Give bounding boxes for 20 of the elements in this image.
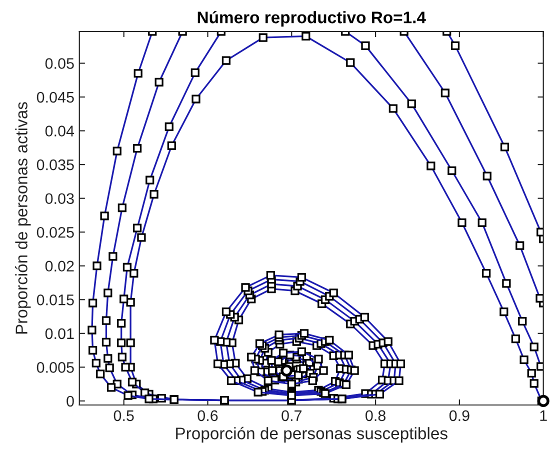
y-axis-title: Proporción de personas activas (15, 102, 31, 334)
y-tick-label: 0.05 (45, 58, 74, 69)
y-tick-label: 0.035 (36, 159, 74, 170)
y-tick-label: 0 (66, 396, 74, 407)
y-tick-label: 0.025 (36, 226, 74, 238)
y-tick-label: 0.03 (45, 193, 74, 204)
y-tick-label: 0.015 (36, 294, 74, 306)
chart-title: Número reproductivo Ro=1.4 (198, 10, 426, 27)
x-tick-label: 0.7 (282, 410, 302, 422)
x-axis-title: Proporción de personas susceptibles (176, 426, 448, 443)
y-tick-label: 0.02 (45, 260, 74, 272)
x-tick-label: 0.5 (114, 410, 134, 422)
y-tick-label: 0.045 (36, 92, 74, 103)
x-tick-label: 1 (540, 410, 547, 421)
x-tick-label: 0.9 (449, 410, 470, 422)
x-tick-label: 0.8 (366, 410, 386, 422)
x-tick-label: 0.6 (198, 410, 218, 422)
y-tick-label: 0.005 (36, 362, 74, 373)
y-tick-label: 0.04 (45, 126, 74, 136)
y-tick-label: 0.01 (45, 328, 74, 340)
